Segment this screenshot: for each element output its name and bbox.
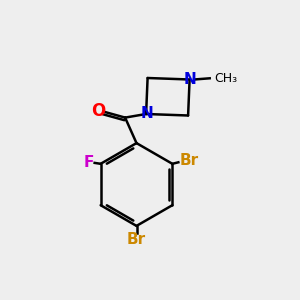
Text: O: O [91,102,105,120]
Text: Br: Br [127,232,146,247]
Text: N: N [184,72,197,87]
Text: CH₃: CH₃ [214,72,237,85]
Text: Br: Br [179,153,198,168]
Text: N: N [140,106,153,121]
Text: F: F [84,155,94,170]
